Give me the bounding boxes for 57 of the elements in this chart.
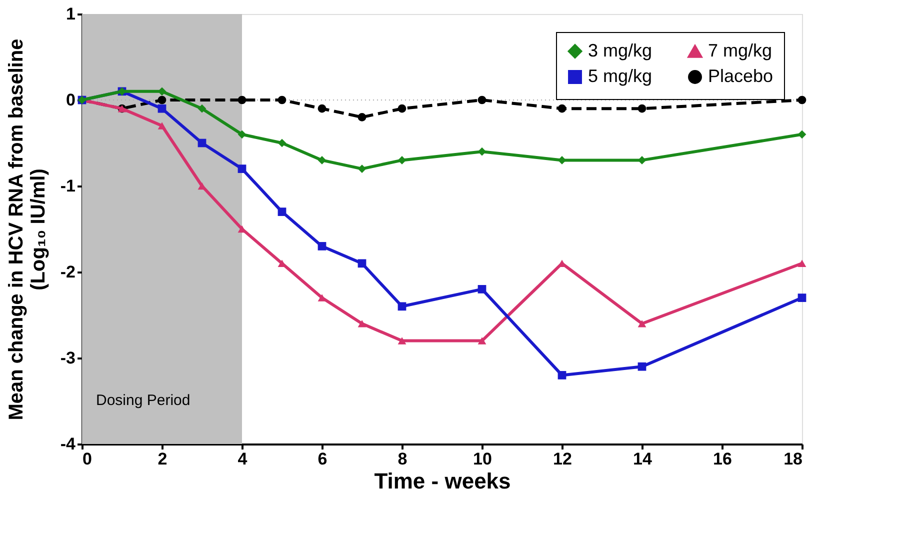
point xyxy=(638,320,646,328)
point xyxy=(358,320,366,328)
point xyxy=(398,104,406,113)
x-tick-label: 14 xyxy=(633,450,652,468)
point xyxy=(398,337,406,344)
point xyxy=(638,104,646,113)
point xyxy=(398,302,406,311)
y-tick-label: 1 xyxy=(66,4,76,24)
point xyxy=(798,96,806,104)
point xyxy=(478,96,486,104)
point xyxy=(158,96,166,104)
x-tick-label: 10 xyxy=(473,450,492,468)
x-tick-label: 2 xyxy=(158,450,168,468)
point xyxy=(398,156,406,164)
y-tick-label: 0 xyxy=(66,90,76,110)
x-tick-label: 12 xyxy=(553,450,572,468)
point xyxy=(238,130,246,139)
point xyxy=(798,294,806,302)
point xyxy=(558,104,566,113)
point xyxy=(318,104,326,113)
point xyxy=(638,362,646,371)
x-tick-label: 4 xyxy=(238,450,248,468)
point xyxy=(238,96,246,104)
legend-label: 7 mg/kg xyxy=(708,40,772,61)
point xyxy=(358,259,366,268)
point xyxy=(278,208,286,216)
y-tick-label: -3 xyxy=(60,348,76,368)
band-label: Dosing Period xyxy=(96,392,190,409)
x-tick-label: 16 xyxy=(713,450,732,468)
legend-label: 3 mg/kg xyxy=(588,40,652,60)
point xyxy=(318,156,326,164)
point xyxy=(358,164,366,173)
y-tick-label: -4 xyxy=(60,434,76,454)
legend-label: 5 mg/kg xyxy=(588,66,652,86)
y-axis-title: Mean change in HCV RNA from baseline (Log₁₀ IU/ml) xyxy=(5,38,50,420)
point xyxy=(478,285,486,294)
x-axis-title: Time - weeks xyxy=(374,468,511,494)
point xyxy=(318,242,326,250)
point xyxy=(158,104,166,113)
point xyxy=(478,337,486,344)
point xyxy=(358,113,366,122)
point xyxy=(198,138,206,148)
point xyxy=(558,371,566,380)
x-tick-label: 18 xyxy=(784,450,802,468)
legend-label: Placebo xyxy=(708,66,774,86)
y-tick-label: -1 xyxy=(60,176,76,196)
y-tick-label: -2 xyxy=(60,262,76,282)
point xyxy=(238,164,246,173)
point xyxy=(798,130,806,139)
point xyxy=(278,138,286,148)
point xyxy=(798,260,806,268)
x-tick-label: 6 xyxy=(318,450,328,468)
point xyxy=(198,104,206,113)
x-tick-label: 8 xyxy=(398,450,408,468)
point xyxy=(158,122,166,130)
point xyxy=(278,96,286,104)
x-tick-label: 0 xyxy=(82,450,92,468)
